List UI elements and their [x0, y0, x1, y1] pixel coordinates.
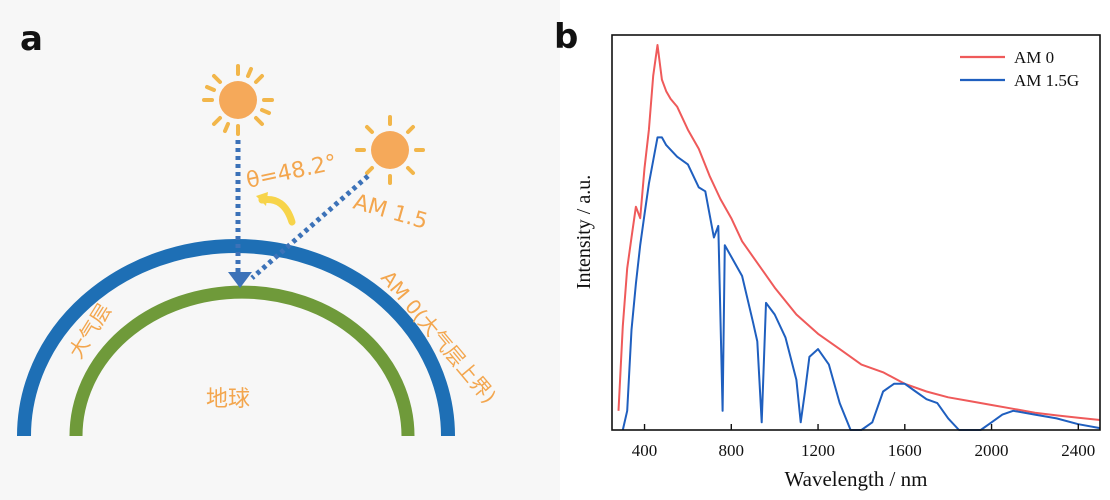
x-tick-label-2000: 2000	[975, 441, 1009, 460]
angle-label: θ=48.2°	[244, 150, 339, 194]
angle-arc-icon	[258, 195, 296, 226]
legend-label-am15g: AM 1.5G	[1014, 71, 1079, 90]
legend-label-am0: AM 0	[1014, 48, 1054, 67]
x-axis-label: Wavelength / nm	[785, 467, 928, 491]
earth-arc	[69, 285, 415, 437]
panel-label-a: a	[20, 19, 43, 59]
sun-overhead-icon	[202, 64, 274, 136]
y-axis-label: Intensity / a.u.	[573, 175, 595, 289]
am15-label: AM 1.5	[350, 190, 430, 235]
x-tick-label-400: 400	[632, 441, 658, 460]
spectrum-chart: 400 800 1200 1600 2000 2400 AM 0 AM 1.5G Wave…	[573, 34, 1101, 491]
legend: AM 0 AM 1.5G	[960, 48, 1079, 90]
sun-inclined-icon	[355, 115, 425, 185]
earth-label: 地球	[206, 387, 250, 412]
plot-frame	[611, 34, 1101, 431]
x-tick-label-800: 800	[719, 441, 745, 460]
series-line-am-1-5g	[621, 136, 1101, 431]
air-mass-diagram: θ=48.2° AM 1.5 AM 0(大气层上界) 大气层 地球	[17, 64, 501, 437]
x-tick-label-1200: 1200	[801, 441, 835, 460]
x-tick-label-1600: 1600	[888, 441, 922, 460]
series-line-am-0	[617, 44, 1101, 421]
x-tick-label-2400: 2400	[1061, 441, 1095, 460]
am15-ray	[250, 174, 370, 280]
ray-arrowhead	[228, 272, 252, 288]
panel-label-b: b	[554, 17, 579, 57]
